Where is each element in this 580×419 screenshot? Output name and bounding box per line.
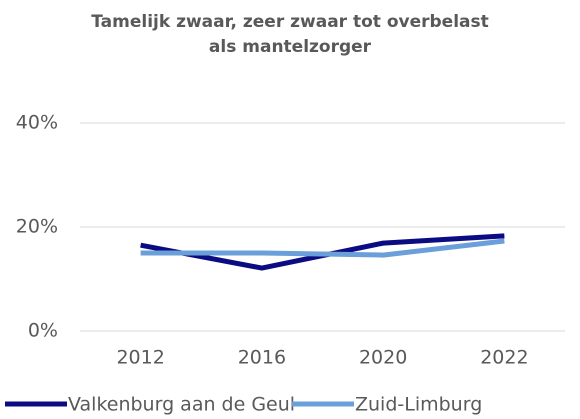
x-tick-label: 2022 [480,347,528,369]
x-tick-label: 2012 [116,347,164,369]
legend-label: Zuid-Limburg [355,394,482,416]
series-line [140,238,505,258]
chart-title: Tamelijk zwaar, zeer zwaar tot overbelas… [91,12,489,57]
x-tick-label: 2016 [238,347,286,369]
y-tick-label: 20% [16,216,58,238]
y-tick-label: 40% [16,112,58,134]
legend-label: Valkenburg aan de Geul [68,394,295,416]
x-tick-label: 2020 [359,347,407,369]
y-tick-label: 0% [28,320,58,342]
